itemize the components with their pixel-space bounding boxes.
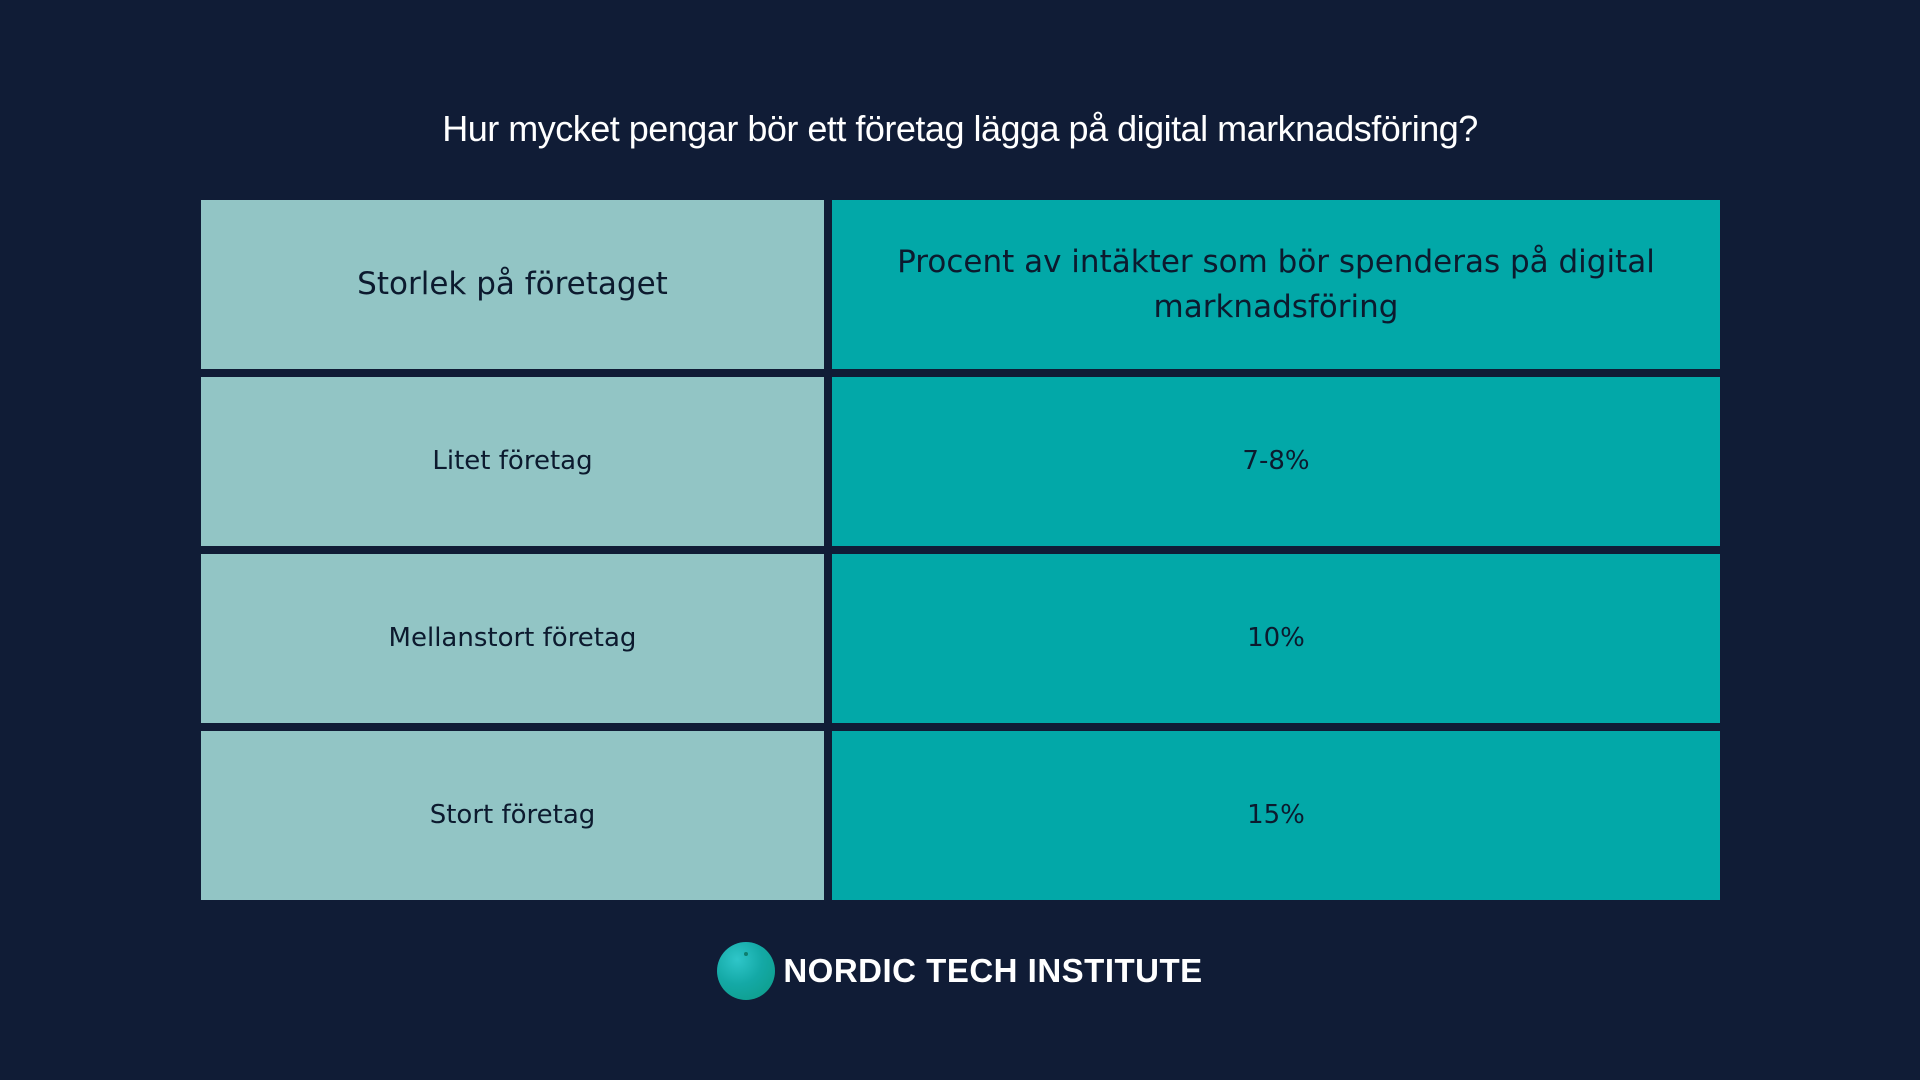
row-small-percent: 7-8% (832, 377, 1720, 546)
header-company-size: Storlek på företaget (201, 200, 824, 369)
row-large-percent: 15% (832, 731, 1720, 900)
row-medium-percent: 10% (832, 554, 1720, 723)
footer-logo: NORDIC TECH INSTITUTE (0, 942, 1920, 1000)
budget-table: Storlek på företaget Procent av intäkter… (201, 200, 1720, 900)
row-large-size: Stort företag (201, 731, 824, 900)
brand-name: NORDIC TECH INSTITUTE (783, 952, 1203, 989)
globe-circle-icon (717, 942, 776, 1000)
page-title: Hur mycket pengar bör ett företag lägga … (442, 108, 1478, 149)
row-small-size: Litet företag (201, 377, 824, 546)
row-medium-size: Mellanstort företag (201, 554, 824, 723)
header-revenue-percent: Procent av intäkter som bör spenderas på… (832, 200, 1720, 369)
